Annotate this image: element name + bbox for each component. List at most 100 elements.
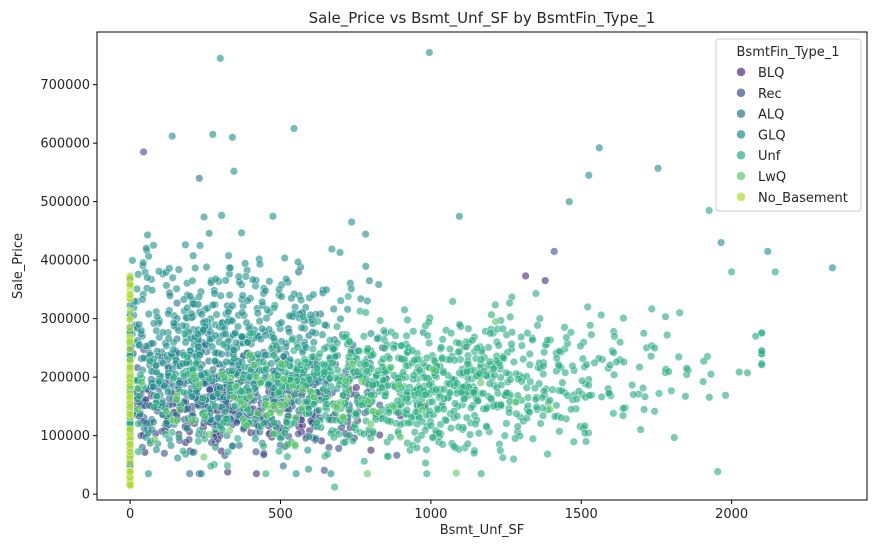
point-unf xyxy=(512,409,521,418)
point-glq xyxy=(257,324,267,333)
point-alq xyxy=(235,441,244,450)
point-glq xyxy=(165,264,174,273)
point-glq xyxy=(234,272,243,281)
point-glq xyxy=(277,318,286,327)
point-unf xyxy=(322,400,331,409)
point-lwq xyxy=(226,373,235,383)
point-unf xyxy=(213,389,222,398)
point-glq xyxy=(195,241,205,250)
point-glq xyxy=(263,305,272,314)
point-glq xyxy=(255,317,264,326)
point-lwq xyxy=(229,393,238,402)
point-unf xyxy=(150,403,159,412)
point-unf xyxy=(438,335,447,344)
point-unf xyxy=(360,457,369,466)
point-unf xyxy=(341,438,350,447)
point-glq xyxy=(135,320,144,329)
point-no-basement xyxy=(126,306,135,315)
point-glq xyxy=(268,212,277,221)
point-unf xyxy=(179,447,188,456)
point-lwq xyxy=(231,382,240,391)
point-unf xyxy=(409,327,418,336)
point-unf xyxy=(508,328,517,337)
point-glq xyxy=(168,273,177,282)
point-unf xyxy=(397,354,406,363)
point-unf xyxy=(221,407,230,416)
point-unf xyxy=(502,388,511,397)
point-glq xyxy=(183,303,192,312)
point-glq xyxy=(226,263,235,272)
point-unf xyxy=(350,420,359,429)
point-unf xyxy=(228,366,237,375)
point-unf xyxy=(558,378,567,387)
point-unf xyxy=(445,344,455,354)
point-unf xyxy=(489,365,498,374)
point-unf xyxy=(314,406,323,415)
point-unf xyxy=(670,433,679,442)
point-unf xyxy=(536,419,545,428)
point-glq xyxy=(138,295,147,304)
point-unf xyxy=(682,364,691,373)
point-unf xyxy=(222,414,231,423)
point-unf xyxy=(574,387,583,396)
point-unf xyxy=(563,391,572,400)
point-unf xyxy=(353,367,362,376)
point-unf xyxy=(259,419,268,428)
point-glq xyxy=(229,167,238,176)
point-no-basement xyxy=(126,362,135,371)
point-glq xyxy=(306,310,315,319)
point-glq xyxy=(208,342,217,351)
point-unf xyxy=(434,428,443,437)
point-unf xyxy=(275,387,284,396)
point-unf xyxy=(635,363,644,372)
point-unf xyxy=(482,404,491,413)
point-unf xyxy=(477,469,486,478)
point-glq xyxy=(228,133,237,142)
point-unf xyxy=(457,388,466,397)
point-glq xyxy=(158,328,167,337)
point-unf xyxy=(640,392,649,401)
point-unf xyxy=(439,405,448,414)
point-unf xyxy=(664,367,673,376)
point-glq xyxy=(265,277,274,286)
point-glq xyxy=(327,245,336,254)
point-unf xyxy=(463,359,472,368)
point-unf xyxy=(180,329,189,338)
point-unf xyxy=(552,354,561,363)
point-glq xyxy=(717,238,726,247)
point-glq xyxy=(365,276,374,285)
point-glq xyxy=(322,285,331,294)
point-unf xyxy=(308,344,317,353)
point-unf xyxy=(706,370,715,379)
point-glq xyxy=(183,424,192,433)
point-glq xyxy=(142,418,151,427)
point-glq xyxy=(261,331,270,340)
point-glq xyxy=(277,337,286,346)
point-unf xyxy=(246,329,255,338)
point-unf xyxy=(506,375,515,384)
point-lwq xyxy=(276,359,286,368)
point-lwq xyxy=(204,430,213,439)
point-unf xyxy=(609,409,618,418)
point-unf xyxy=(587,330,596,339)
point-glq xyxy=(165,291,175,300)
point-lwq xyxy=(291,440,300,449)
point-unf xyxy=(506,312,515,321)
point-unf xyxy=(302,363,311,372)
point-unf xyxy=(554,361,563,370)
point-unf xyxy=(477,355,486,364)
point-unf xyxy=(531,289,540,298)
point-glq xyxy=(308,328,317,337)
point-unf xyxy=(219,340,228,349)
point-unf xyxy=(352,409,361,418)
point-unf xyxy=(470,449,479,458)
point-glq xyxy=(343,305,352,314)
point-unf xyxy=(369,350,378,359)
point-unf xyxy=(482,422,491,431)
point-unf xyxy=(473,343,482,353)
point-unf xyxy=(230,354,239,363)
point-glq xyxy=(366,329,376,338)
point-glq xyxy=(311,434,321,443)
point-unf xyxy=(206,462,215,471)
point-unf xyxy=(486,329,495,338)
